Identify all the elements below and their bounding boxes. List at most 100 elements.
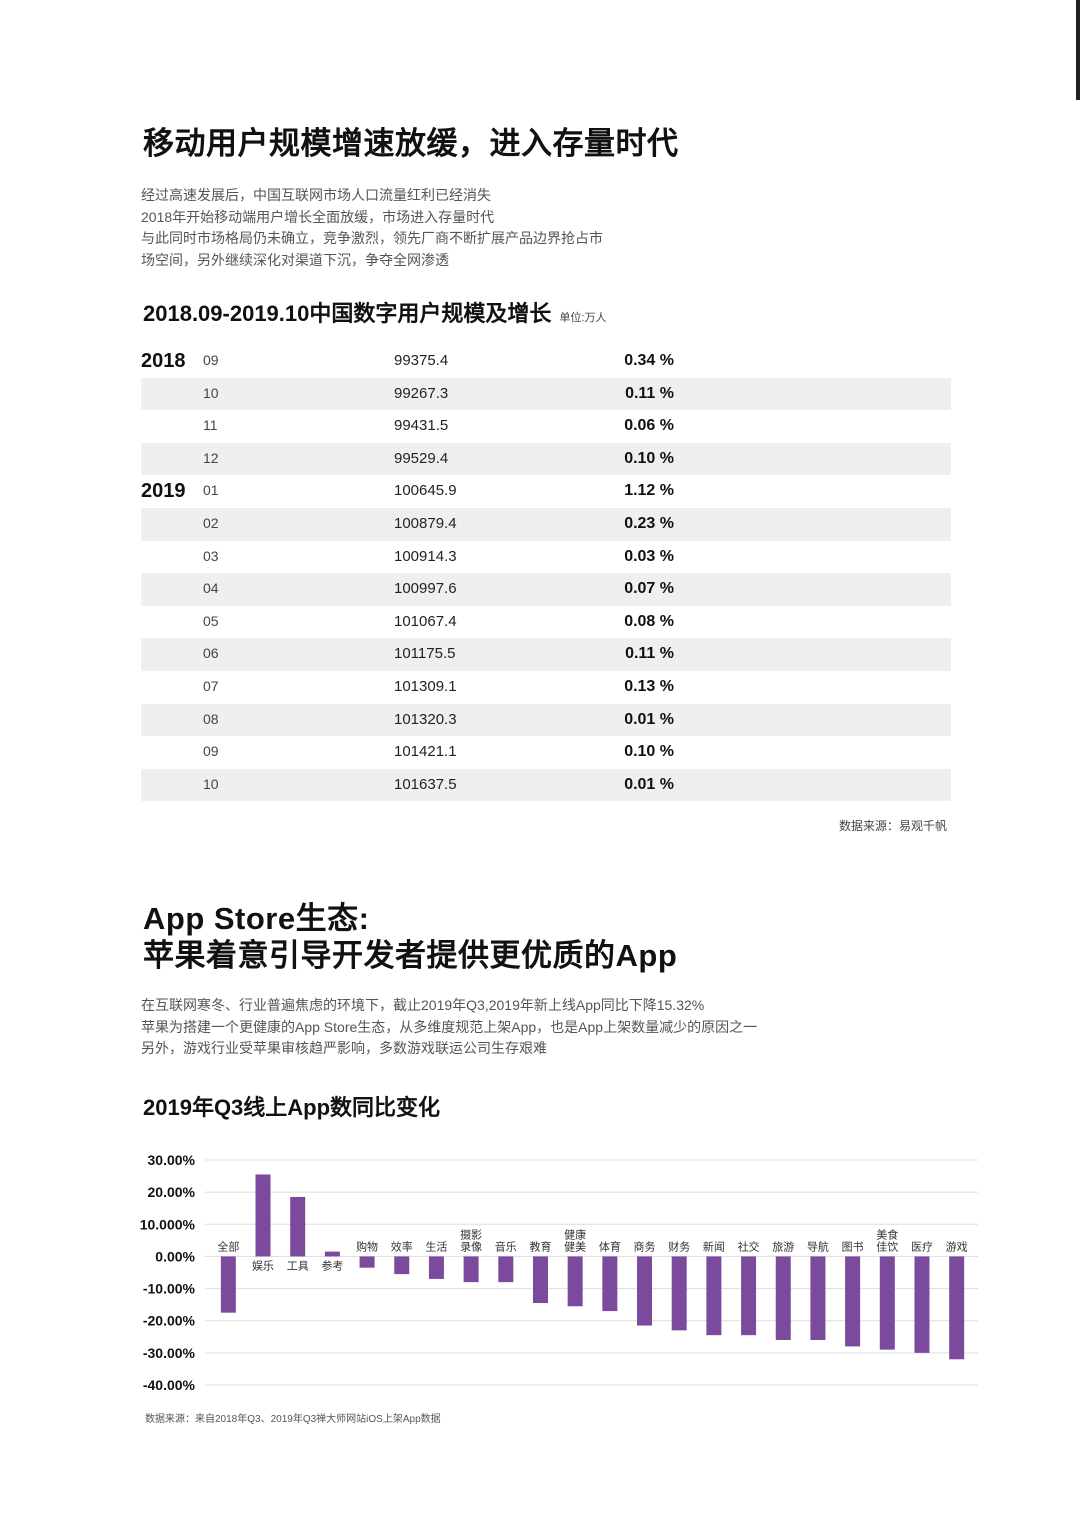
paragraph-line: 场空间，另外继续深化对渠道下沉，争夺全网渗透	[141, 251, 449, 268]
category-label: 商务	[634, 1239, 656, 1253]
row-growth: 0.13 %	[624, 677, 674, 695]
bar	[324, 1251, 340, 1257]
y-tick-label: -10.00%	[143, 1281, 196, 1297]
chart-title: 2019年Q3线上App数同比变化	[143, 1095, 441, 1120]
row-month: 09	[203, 743, 219, 760]
row-month: 01	[203, 482, 219, 499]
category-label: 教育	[529, 1239, 551, 1253]
paragraph-line: 在互联网寒冬、行业普遍焦虑的环境下，截止2019年Q3,2019年新上线App同…	[141, 997, 705, 1013]
bar	[220, 1256, 236, 1313]
bar	[810, 1256, 826, 1340]
bar	[290, 1196, 306, 1257]
row-value: 100879.4	[394, 514, 457, 532]
section1-title: 移动用户规模增速放缓，进入存量时代	[143, 126, 679, 161]
row-growth: 0.10 %	[624, 743, 674, 761]
category-label: 全部	[217, 1239, 239, 1253]
table-row: 2018 09 99375.4 0.34 %	[141, 345, 951, 378]
paragraph-line: 另外，游戏行业受苹果审核趋严影响，多数游戏联运公司生存艰难	[141, 1040, 547, 1056]
row-value: 99529.4	[394, 449, 449, 467]
category-label: 美食	[876, 1227, 898, 1241]
row-month: 09	[203, 352, 219, 368]
row-year: 2019	[141, 480, 186, 503]
row-value: 100645.9	[394, 482, 457, 500]
category-label: 生活	[425, 1239, 447, 1253]
category-label: 娱乐	[252, 1258, 274, 1272]
row-month: 03	[203, 547, 219, 564]
row-value: 99375.4	[394, 352, 449, 369]
row-growth: 0.06 %	[624, 417, 674, 435]
y-tick-label: -20.00%	[143, 1313, 196, 1329]
row-month: 05	[203, 612, 219, 629]
table-row: 11 99431.5 0.06 %	[141, 410, 951, 443]
row-month: 04	[203, 580, 219, 597]
category-label: 效率	[391, 1239, 413, 1253]
row-value: 101421.1	[394, 743, 457, 761]
row-month: 02	[203, 514, 219, 531]
category-label: 导航	[807, 1239, 829, 1253]
table-row: 05 101067.4 0.08 %	[141, 606, 951, 639]
table-unit: 单位:万人	[559, 312, 607, 324]
row-growth: 0.01 %	[624, 775, 674, 793]
bar	[359, 1256, 375, 1268]
table-title: 2018.09-2019.10中国数字用户规模及增长	[143, 301, 552, 326]
row-growth: 0.10 %	[624, 449, 674, 467]
table-source: 数据来源：易观千帆	[838, 819, 947, 833]
category-label: 参考	[321, 1258, 343, 1272]
table-row: 2019 01 100645.9 1.12 %	[141, 475, 951, 508]
category-label: 图书	[842, 1240, 864, 1253]
category-label: 佳饮	[876, 1239, 898, 1253]
table-row: 03 100914.3 0.03 %	[141, 541, 951, 574]
bar	[949, 1256, 965, 1360]
section2-title-line1: App Store生态:	[143, 901, 370, 936]
paragraph-line: 苹果为搭建一个更健康的App Store生态，从多维度规范上架App，也是App…	[141, 1018, 758, 1035]
category-label: 录像	[460, 1240, 482, 1253]
page-edge-mark	[1076, 0, 1080, 100]
table-row: 08 101320.3 0.01 %	[141, 703, 951, 737]
row-growth: 0.08 %	[624, 612, 674, 630]
paragraph-line: 经过高速发展后，中国互联网市场人口流量红利已经消失	[141, 187, 491, 203]
y-tick-label: 30.00%	[148, 1152, 196, 1168]
category-label: 工具	[287, 1259, 309, 1272]
bar	[498, 1256, 514, 1283]
table-row: 07 101309.1 0.13 %	[141, 671, 951, 704]
bar	[845, 1256, 861, 1347]
category-label: 体育	[599, 1239, 621, 1253]
bar	[394, 1256, 410, 1275]
row-month: 07	[203, 677, 219, 694]
row-growth: 0.11 %	[625, 384, 674, 402]
category-label: 旅游	[772, 1239, 794, 1253]
table-title-wrap: 2018.09-2019.10中国数字用户规模及增长 单位:万人	[143, 296, 606, 328]
y-tick-label: 0.00%	[155, 1248, 195, 1264]
row-growth: 0.03 %	[624, 547, 674, 565]
row-growth: 1.12 %	[624, 482, 674, 500]
category-label: 健美	[564, 1240, 586, 1253]
category-label: 健康	[564, 1227, 586, 1241]
category-label: 医疗	[911, 1239, 933, 1253]
row-month: 10	[203, 775, 219, 792]
category-label: 购物	[356, 1239, 378, 1253]
bar	[463, 1256, 479, 1283]
category-label: 财务	[668, 1239, 690, 1253]
table-row: 10 99267.3 0.11 %	[141, 377, 951, 411]
table-row: 12 99529.4 0.10 %	[141, 442, 951, 476]
section2-title: App Store生态: 苹果着意引导开发者提供更优质的App	[143, 900, 677, 974]
row-month: 06	[203, 645, 219, 662]
bar	[428, 1256, 444, 1279]
app-change-bar-chart: 30.00% 20.00% 10.000% 0.00% -10.00% -20.00% -3…	[140, 1152, 978, 1393]
bar	[671, 1256, 687, 1331]
bar	[775, 1256, 791, 1340]
section2-paragraph: 在互联网寒冬、行业普遍焦虑的环境下，截止2019年Q3,2019年新上线App同…	[141, 995, 757, 1060]
row-year: 2018	[141, 350, 186, 372]
row-month: 12	[203, 449, 219, 466]
user-scale-table: 2018 09 99375.4 0.34 % 10 99267.3 0.11 % 11 9943…	[141, 345, 951, 802]
section2-title-line2: 苹果着意引导开发者提供更优质的App	[143, 938, 678, 974]
row-month: 08	[203, 710, 219, 727]
table-row: 02 100879.4 0.23 %	[141, 507, 951, 541]
table-row: 10 101637.5 0.01 %	[141, 768, 951, 802]
bar	[741, 1256, 757, 1336]
row-growth: 0.01 %	[624, 710, 674, 728]
category-label: 游戏	[946, 1240, 968, 1253]
row-value: 101175.5	[394, 645, 456, 663]
row-value: 99267.3	[394, 384, 449, 402]
row-value: 101067.4	[394, 612, 457, 630]
